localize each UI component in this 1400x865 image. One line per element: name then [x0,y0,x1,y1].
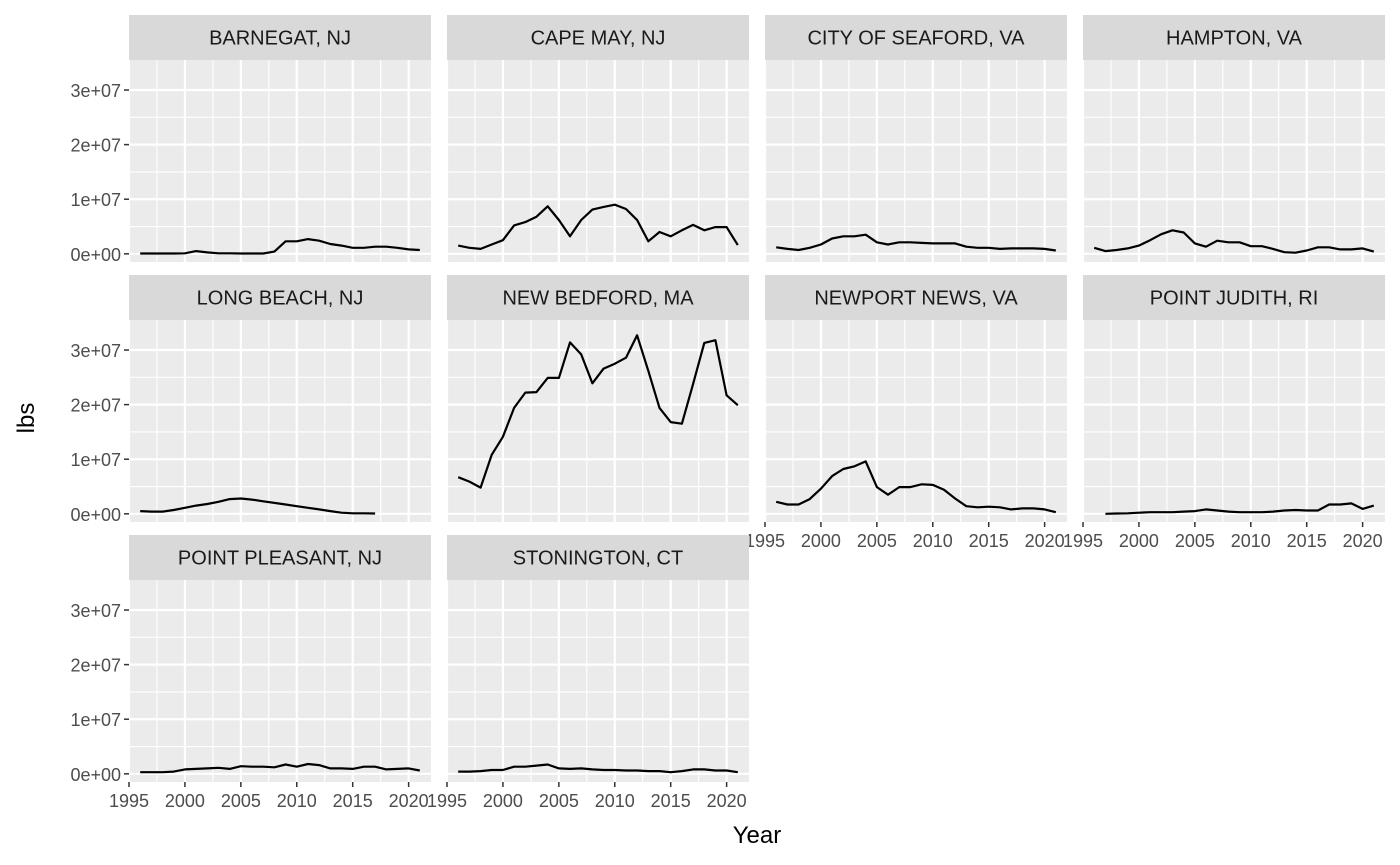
x-tick-label: 1995 [745,531,785,551]
facet-strip [1083,15,1385,60]
y-tick-label: 3e+07 [70,81,121,101]
series-line [1093,229,1375,254]
x-tick-label: 2000 [165,791,205,811]
facet-panel: POINT JUDITH, RI 1995 2000 2005 2010 2015 2020 [1063,275,1385,551]
series-line [1105,502,1375,515]
series-line [775,460,1057,514]
x-tick-label: 2010 [277,791,317,811]
facet-title: NEWPORT NEWS, VA [814,288,1018,310]
x-tick-label: 2020 [707,791,747,811]
y-tick-label: 0e+00 [70,765,121,785]
facet-strip [447,15,749,60]
x-tick-label: 2010 [913,531,953,551]
x-tick-label: 2000 [483,791,523,811]
x-tick-label: 2005 [1175,531,1215,551]
facet-panel: LONG BEACH, NJ 0e+00 1e+07 2e+07 3e+07 [70,275,431,525]
facet-title: BARNEGAT, NJ [209,28,351,50]
y-tick-label: 3e+07 [70,601,121,621]
x-tick-label: 1995 [1063,531,1103,551]
x-tick-label: 2015 [969,531,1009,551]
y-tick-label: 0e+00 [70,505,121,525]
series-line [776,233,1056,252]
x-tick-label: 2000 [1119,531,1159,551]
x-tick-label: 2015 [333,791,373,811]
facet-panel: BARNEGAT, NJ 0e+00 1e+07 2e+07 3e+07 [70,15,431,265]
facet-strip [1083,275,1385,320]
series-line [140,238,420,255]
y-tick-label: 1e+07 [70,710,121,730]
facet-title: POINT PLEASANT, NJ [178,548,382,570]
x-tick-label: 2015 [651,791,691,811]
facet-title: STONINGTON, CT [513,548,683,570]
x-tick-label: 2020 [1025,531,1065,551]
facet-title: CITY OF SEAFORD, VA [807,28,1025,50]
x-tick-label: 1995 [427,791,467,811]
y-tick-label: 2e+07 [70,656,121,676]
facet-panel: POINT PLEASANT, NJ 0e+00 1e+07 2e+07 3e+07 19… [70,535,431,811]
facet-title: NEW BEDFORD, MA [502,288,694,310]
facet-panel: CAPE MAY, NJ [445,15,749,262]
y-tick-label: 2e+07 [70,136,121,156]
series-line [140,762,421,774]
facet-panel: NEW BEDFORD, MA [445,275,749,522]
series-line [140,497,376,515]
facet-strip [447,275,749,320]
x-tick-label: 2005 [221,791,261,811]
y-tick-label: 0e+00 [70,245,121,265]
series-line [457,334,739,489]
facet-strip [129,15,431,60]
facet-strip [765,275,1067,320]
y-axis-title: lbs [13,403,40,434]
facet-title: LONG BEACH, NJ [197,288,364,310]
x-tick-label: 1995 [109,791,149,811]
y-tick-label: 1e+07 [70,450,121,470]
x-tick-label: 2005 [857,531,897,551]
facet-title: CAPE MAY, NJ [531,28,666,50]
y-tick-label: 2e+07 [70,396,121,416]
facet-panel: CITY OF SEAFORD, VA [763,15,1067,262]
facet-title: HAMPTON, VA [1166,28,1303,50]
facet-panel: STONINGTON, CT 1995 2000 2005 2010 2015 2020 [427,535,749,811]
x-tick-label: 2010 [1231,531,1271,551]
x-tick-label: 2010 [595,791,635,811]
facet-strip [447,535,749,580]
y-tick-label: 1e+07 [70,190,121,210]
y-tick-label: 3e+07 [70,341,121,361]
facet-panel: HAMPTON, VA [1081,15,1385,262]
facet-panel: NEWPORT NEWS, VA 1995 2000 2005 2010 2015 2020 [745,275,1067,551]
x-tick-label: 2005 [539,791,579,811]
x-tick-label: 2020 [389,791,429,811]
x-tick-label: 2000 [801,531,841,551]
series-line [458,763,738,774]
series-line [457,203,739,250]
facet-title: POINT JUDITH, RI [1150,288,1319,310]
facet-strip [129,275,431,320]
x-tick-label: 2020 [1343,531,1383,551]
x-axis-title: Year [733,822,782,849]
facet-strip [765,15,1067,60]
x-tick-label: 2015 [1287,531,1327,551]
facet-strip [129,535,431,580]
